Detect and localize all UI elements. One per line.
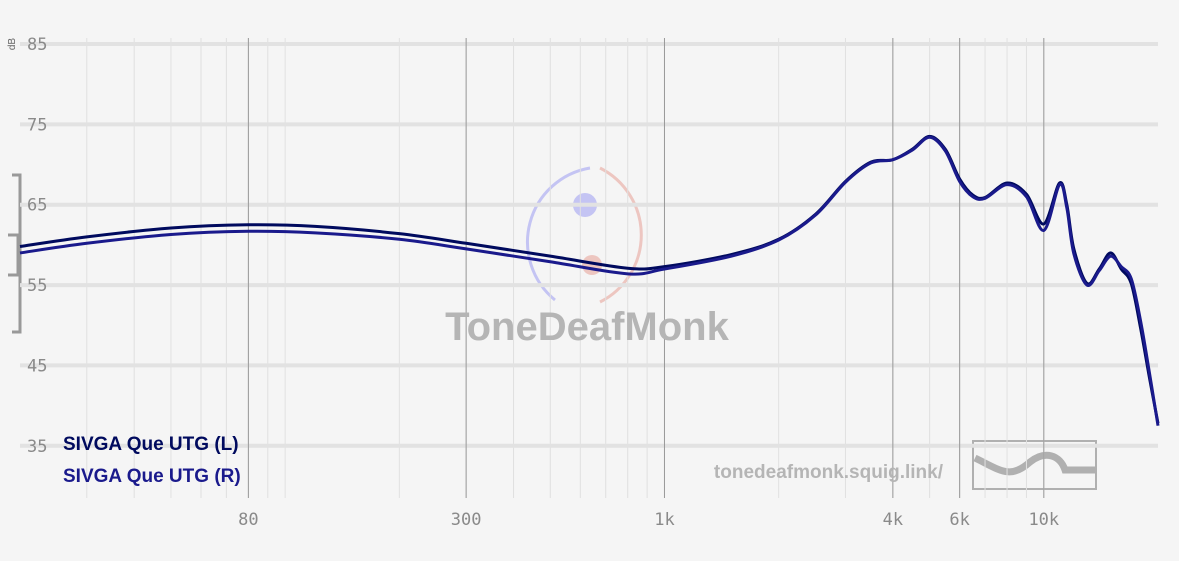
y-tick-label: 75 [27, 115, 47, 135]
y-tick-label: 55 [27, 276, 47, 296]
icon-squig [973, 451, 1095, 476]
squig-icon [972, 440, 1097, 490]
x-tick-label: 80 [238, 510, 258, 530]
legend-entry: SIVGA Que UTG (L) [63, 434, 239, 455]
y-tick-label: 85 [27, 35, 47, 55]
legend-entry: SIVGA Que UTG (R) [63, 466, 241, 487]
y-axis-label: dB [7, 38, 18, 51]
url: tonedeafmonk.squig.link/ [714, 462, 944, 483]
grid [20, 38, 1158, 498]
icon-box [972, 440, 1097, 490]
watermark: ToneDeafMonk [445, 305, 729, 349]
scroll-handle [8, 173, 22, 334]
y-tick-label: 35 [27, 437, 47, 457]
x-tick-label: 10k [1028, 510, 1059, 530]
y-tick-label: 45 [27, 356, 47, 376]
y-tick-label: 65 [27, 196, 47, 216]
logo-arc [599, 166, 643, 304]
x-tick-label: 300 [451, 510, 482, 530]
x-tick-label: 1k [654, 510, 674, 530]
logo-arc [526, 166, 591, 302]
series-line [19, 135, 1160, 426]
x-tick-label: 6k [949, 510, 969, 530]
x-tick-label: 4k [883, 510, 903, 530]
